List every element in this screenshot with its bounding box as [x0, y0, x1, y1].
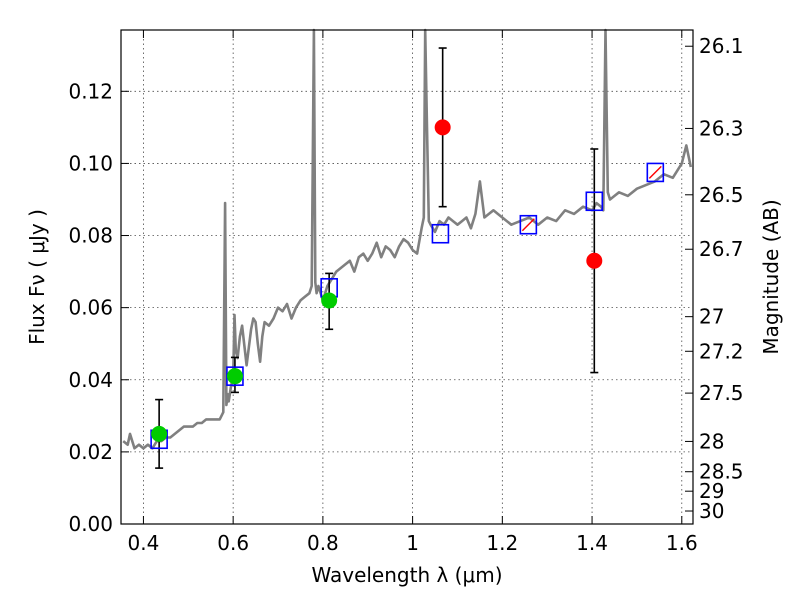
filled-circle-marker: [226, 368, 243, 385]
slash-marker: [521, 218, 535, 232]
error-bars: [155, 47, 599, 469]
x-tick-label: 1.2: [486, 531, 518, 555]
y-tick-label: 0.02: [68, 440, 113, 464]
y2-tick-label: 26.3: [699, 116, 744, 140]
spectrum-line: [122, 28, 693, 450]
filled-circle-marker: [151, 425, 168, 442]
y2-tick-label: 27: [699, 305, 724, 329]
x-tick-label: 1.4: [576, 531, 608, 555]
y2-tick-label: 26.1: [699, 34, 744, 58]
model-spectrum: [122, 28, 693, 450]
open-square-marker: [519, 214, 538, 235]
y-axis-label: Flux Fν ( μJy ): [25, 209, 49, 345]
y2-axis-label: Magnitude (AB): [759, 199, 783, 354]
y-tick-label: 0.00: [68, 512, 113, 536]
open-square-marker: [431, 223, 450, 244]
slash-marker: [648, 165, 662, 179]
x-tick-label: 1: [406, 531, 419, 555]
x-tick-label: 0.8: [307, 531, 339, 555]
y-tick-label: 0.12: [68, 79, 113, 103]
y-tick-label: 0.04: [68, 368, 113, 392]
x-tick-label: 0.4: [128, 531, 160, 555]
y2-tick-label: 26.7: [699, 237, 744, 261]
y2-tick-label: 30: [699, 499, 724, 523]
filled-circle-marker: [586, 252, 603, 269]
y-tick-label: 0.08: [68, 224, 113, 248]
y-tick-label: 0.06: [68, 296, 113, 320]
open-square-marker: [646, 162, 665, 183]
x-axis-ticks: 0.4 0.6 0.8 1 1.2 1.4 1.6: [128, 30, 698, 555]
y2-tick-label: 28.5: [699, 460, 744, 484]
filled-circle-marker: [434, 119, 451, 136]
open-square-marker: [585, 191, 604, 212]
y2-tick-label: 28: [699, 429, 724, 453]
y-tick-label: 0.10: [68, 151, 113, 175]
data-markers: [150, 119, 665, 450]
filled-circle-marker: [321, 292, 338, 309]
y2-tick-label: 27.5: [699, 381, 744, 405]
y2-tick-label: 26.5: [699, 183, 744, 207]
y2-tick-label: 27.2: [699, 339, 744, 363]
y-axis-ticks: 0.00 0.02 0.04 0.06 0.08 0.10 0.12: [68, 79, 129, 536]
x-tick-label: 1.6: [666, 531, 698, 555]
x-tick-label: 0.6: [217, 531, 249, 555]
plot-frame: [120, 29, 694, 525]
y2-tick-label: 29: [699, 479, 724, 503]
x-axis-label: Wavelength λ (μm): [311, 563, 502, 587]
